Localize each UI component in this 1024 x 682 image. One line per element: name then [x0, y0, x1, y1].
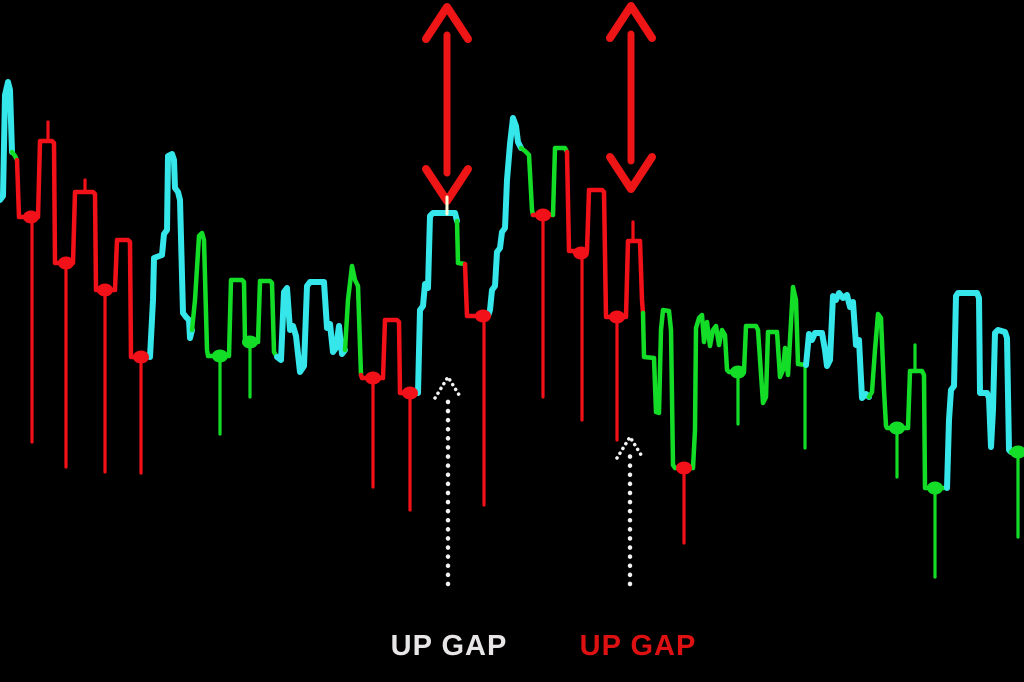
- price-segment: [0, 79, 15, 203]
- price-segment: [803, 290, 872, 401]
- swing-marker: [97, 283, 113, 297]
- measure-arrow-head-up: [606, 2, 656, 42]
- gap-arrow-head: [433, 373, 463, 400]
- swing-marker: [242, 335, 258, 349]
- swing-marker: [730, 365, 746, 379]
- price-segment: [14, 138, 153, 360]
- measure-arrow-head-down: [606, 153, 656, 193]
- price-segment: [189, 230, 280, 360]
- price-segment: [342, 263, 364, 378]
- price-segment: [640, 284, 809, 471]
- price-segment: [147, 151, 195, 360]
- swing-marker: [365, 371, 381, 385]
- price-segment: [944, 290, 1014, 491]
- swing-marker: [23, 210, 39, 224]
- price-segment: [866, 311, 950, 491]
- swing-marker: [676, 461, 692, 475]
- swing-marker: [133, 350, 149, 364]
- swing-marker: [402, 386, 418, 400]
- up-gap-label-red: UP GAP: [579, 630, 697, 662]
- up-gap-label-white: UP GAP: [390, 630, 508, 662]
- measure-arrow-head-up: [422, 3, 472, 43]
- swing-marker: [573, 246, 589, 260]
- price-segment: [518, 145, 536, 218]
- price-segment: [485, 115, 524, 319]
- swing-marker: [927, 481, 943, 495]
- price-segment: [274, 279, 348, 375]
- swing-marker: [212, 349, 228, 363]
- swing-marker: [609, 310, 625, 324]
- price-segment: [462, 261, 491, 319]
- swing-marker: [58, 256, 74, 270]
- price-segment: [415, 210, 460, 396]
- price-segment: [454, 218, 468, 267]
- swing-marker: [1010, 445, 1024, 459]
- swing-marker: [475, 309, 491, 323]
- swing-marker: [535, 208, 551, 222]
- swing-marker: [889, 421, 905, 435]
